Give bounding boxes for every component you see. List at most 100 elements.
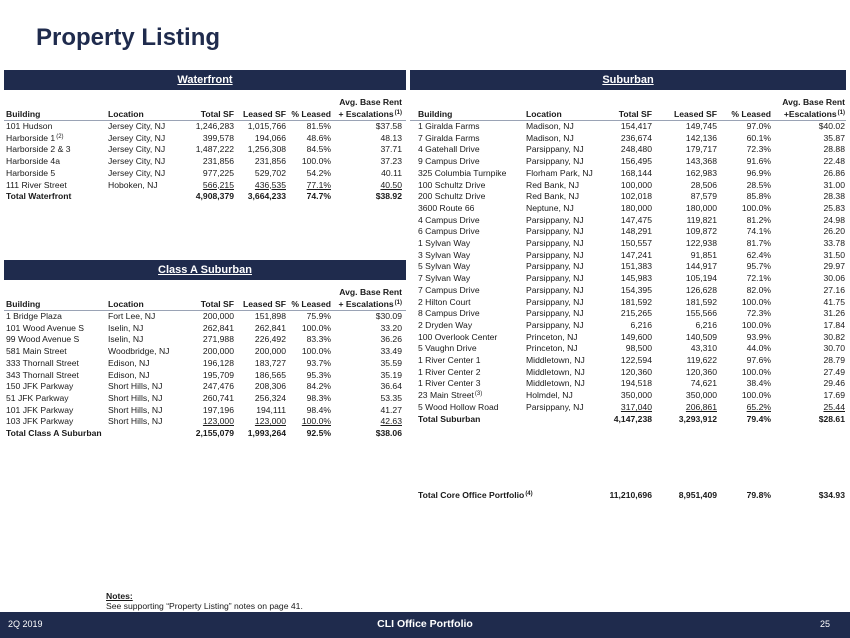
building: 103 JFK Parkway	[6, 416, 74, 427]
pct-leased: 81.2%	[746, 214, 771, 225]
pct-leased: 77.1%	[306, 179, 331, 190]
pct-leased: 81.5%	[306, 121, 331, 131]
leased-sf: 194,111	[256, 404, 286, 415]
location: Parsippany, NJ	[526, 261, 584, 272]
pct-leased: 95.7%	[746, 261, 771, 272]
total-sf: 1,246,283	[195, 121, 234, 131]
pct-leased: 28.5%	[746, 179, 771, 190]
location: Short Hills, NJ	[108, 416, 163, 427]
header-cell: Building	[418, 109, 453, 119]
location: Jersey City, NJ	[108, 121, 166, 131]
location: Parsippany, NJ	[526, 226, 584, 237]
header-cell: Building	[6, 299, 41, 309]
building: 8 Campus Drive	[418, 308, 480, 319]
header-cell: + Escalations(1)	[338, 108, 402, 120]
total-sf: 260,741	[202, 392, 234, 403]
header-text: + Escalations	[338, 299, 394, 309]
footnote-marker: (1)	[837, 110, 845, 116]
pct-leased: 65.2%	[746, 401, 771, 412]
pct-leased: 100.0%	[301, 416, 331, 427]
location: Parsippany, NJ	[526, 156, 584, 167]
total-total-sf: 4,908,379	[195, 191, 234, 202]
header-cell: Location	[526, 109, 562, 119]
location: Parsippany, NJ	[526, 214, 584, 225]
leased-sf: 1,015,766	[247, 121, 286, 131]
footer-date: 2Q 2019	[8, 619, 43, 629]
rent: 35.87	[823, 132, 845, 143]
pct-leased: 98.3%	[306, 392, 331, 403]
building: 1 River Center 2	[418, 366, 481, 377]
header-top: Avg. Base Rent	[339, 97, 402, 107]
table-title-bar: Class A Suburban	[4, 260, 406, 280]
table-title: Suburban	[602, 74, 654, 86]
location: Holmdel, NJ	[526, 390, 573, 401]
building: Harborside 1(2)	[6, 132, 64, 144]
leased-sf: 144,917	[685, 261, 717, 272]
page-title: Property Listing	[36, 24, 221, 51]
building: Harborside 5	[6, 167, 56, 178]
table-title: Class A Suburban	[158, 264, 252, 276]
building: 7 Giralda Farms	[418, 132, 480, 143]
total-sf: 399,578	[202, 132, 234, 143]
building: 2 Dryden Way	[418, 319, 473, 330]
leased-sf: 109,872	[685, 226, 717, 237]
rent: 36.26	[380, 334, 402, 345]
location: Parsippany, NJ	[526, 319, 584, 330]
pct-leased: 100.0%	[741, 319, 771, 330]
rent: 25.44	[823, 401, 845, 412]
total-total-sf: 4,147,238	[613, 413, 652, 424]
pct-leased: 38.4%	[746, 378, 771, 389]
rent: 24.98	[823, 214, 845, 225]
header-cell: Total SF	[200, 299, 234, 309]
total-sf: 215,265	[620, 308, 652, 319]
pct-leased: 54.2%	[306, 167, 331, 178]
rent: 26.86	[823, 167, 845, 178]
pct-leased: 91.6%	[746, 156, 771, 167]
leased-sf: 1,256,308	[247, 144, 286, 155]
total-sf: 154,395	[620, 284, 652, 295]
header-cell: Leased SF	[243, 109, 286, 119]
total-sf: 151,383	[620, 261, 652, 272]
rent: 30.06	[823, 273, 845, 284]
pct-leased: 100.0%	[301, 156, 331, 167]
location: Jersey City, NJ	[108, 156, 166, 167]
total-sf: 197,196	[202, 404, 234, 415]
pct-leased: 100.0%	[741, 366, 771, 377]
location: Middletown, NJ	[526, 378, 585, 389]
rent: 29.97	[823, 261, 845, 272]
header-cell: Leased SF	[243, 299, 286, 309]
location: Parsippany, NJ	[526, 308, 584, 319]
pct-leased: 83.3%	[306, 334, 331, 345]
rent: 31.00	[823, 179, 845, 190]
header-rule	[4, 120, 406, 121]
rent: 31.50	[823, 249, 845, 260]
total-rent: $38.92	[375, 191, 402, 202]
total-pct-leased: 92.5%	[306, 428, 331, 438]
rent: 37.23	[380, 156, 402, 167]
header-cell: Leased SF	[674, 109, 717, 119]
table-title-bar: Waterfront	[4, 70, 406, 90]
total-sf: 98,500	[625, 343, 652, 354]
pct-leased: 84.5%	[306, 144, 331, 155]
header-top: Avg. Base Rent	[782, 97, 845, 107]
header-cell: % Leased	[291, 109, 331, 119]
table-title-bar: Suburban	[410, 70, 846, 90]
rent: 30.70	[823, 343, 845, 354]
page-number: 25	[819, 619, 830, 629]
footnote-marker: (1)	[394, 300, 402, 306]
total-leased-sf: 3,293,912	[678, 413, 717, 424]
pct-leased: 95.3%	[306, 369, 331, 380]
rent: 27.49	[823, 366, 845, 377]
leased-sf: 126,628	[685, 284, 717, 295]
building: 150 JFK Parkway	[6, 381, 74, 392]
building: 4 Gatehall Drive	[418, 144, 480, 155]
rent: 29.46	[823, 378, 845, 389]
building: 4 Campus Drive	[418, 214, 480, 225]
location: Princeton, NJ	[526, 343, 578, 354]
building: 3 Sylvan Way	[418, 249, 471, 260]
rent: 35.59	[380, 357, 402, 368]
building: 1 River Center 3	[418, 378, 481, 389]
location: Jersey City, NJ	[108, 132, 166, 143]
location: Madison, NJ	[526, 121, 574, 131]
header-rule	[410, 120, 846, 121]
